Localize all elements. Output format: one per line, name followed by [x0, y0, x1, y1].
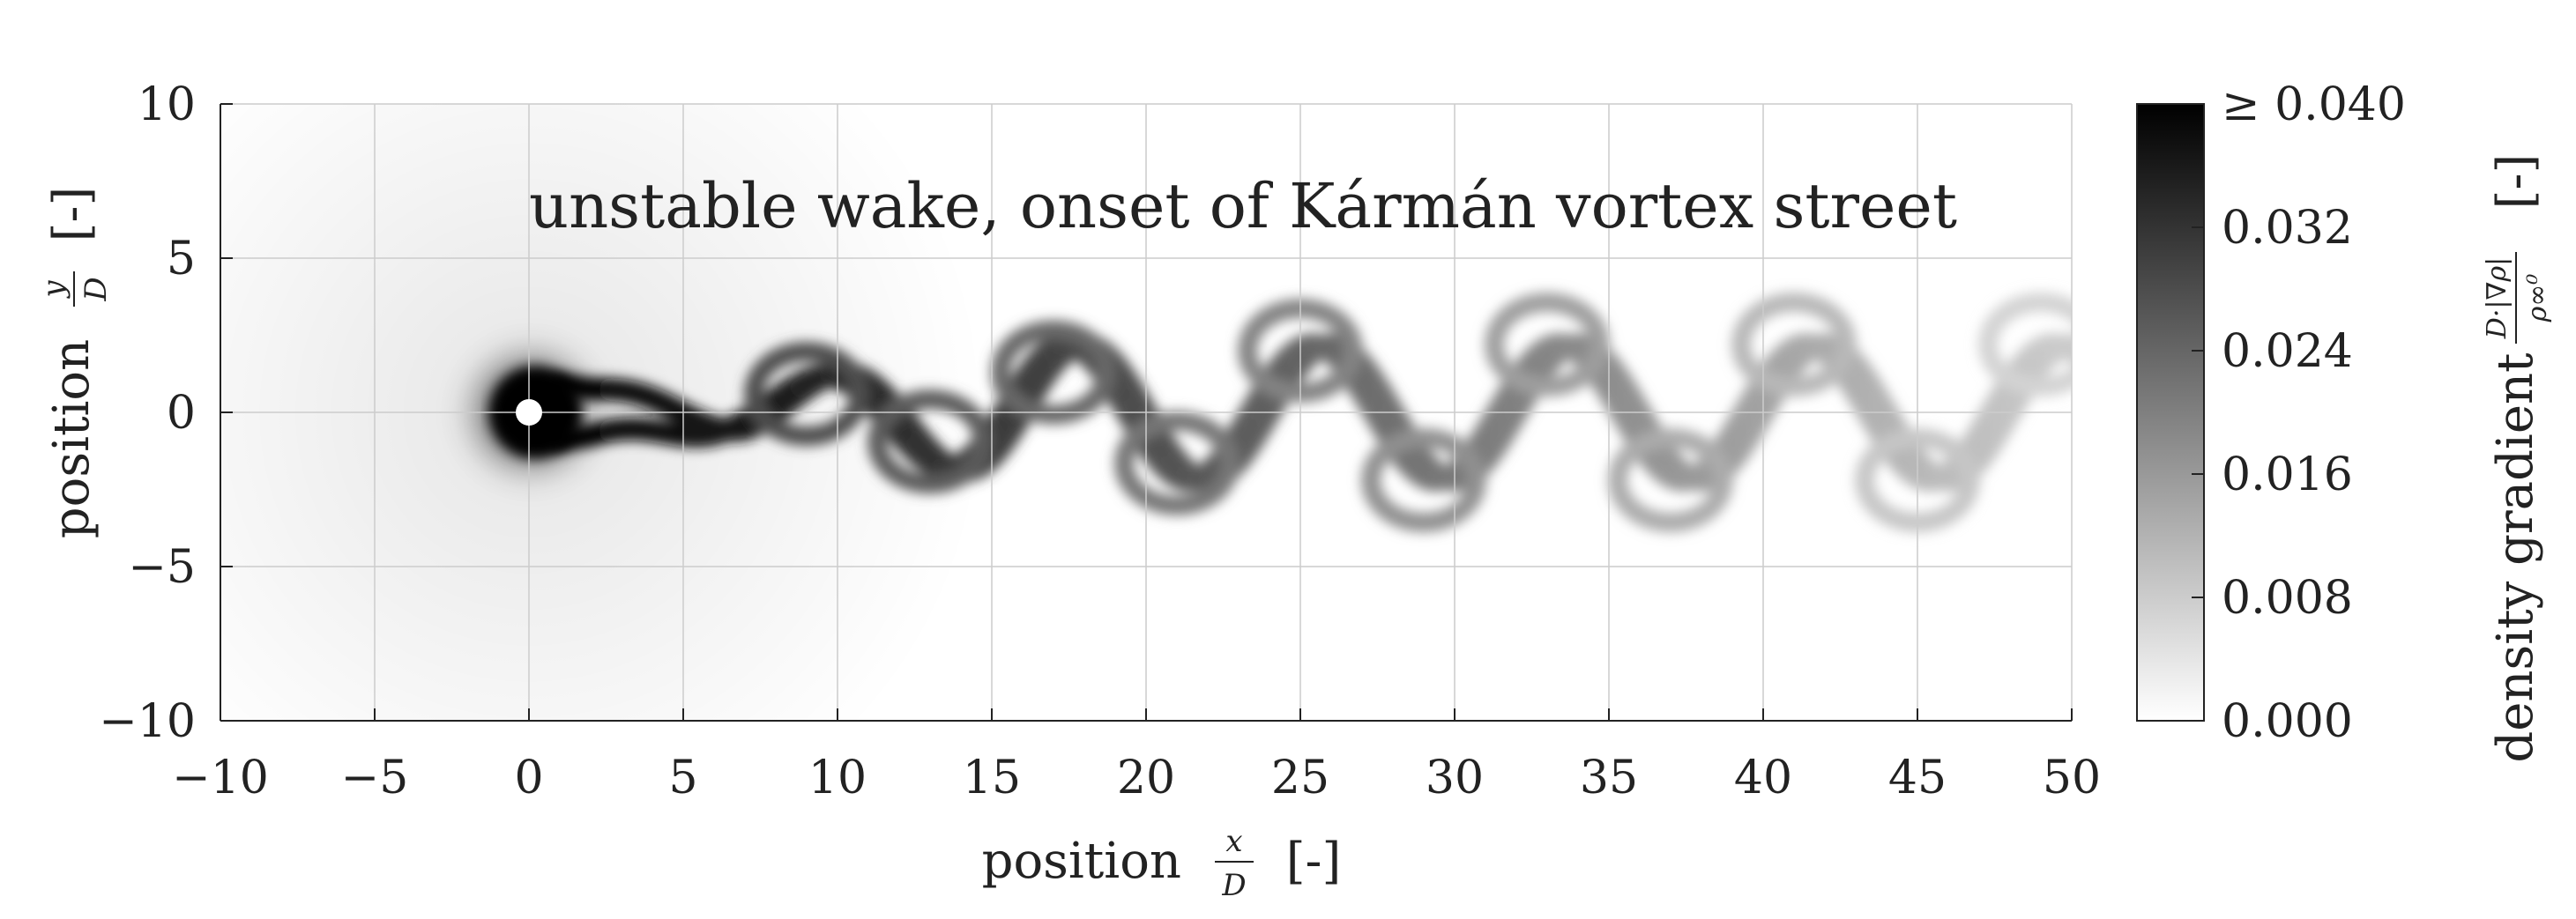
lower-shear-layer	[2053, 336, 2072, 364]
x-tick-label: 0	[514, 752, 543, 804]
x-tick-label: −5	[341, 752, 409, 804]
x-tick-label: 45	[1888, 752, 1947, 804]
colorbar-label: density gradient D·|∇ρ| ρ∞⁰ [-]	[2482, 154, 2553, 763]
x-tick-label: 40	[1734, 752, 1792, 804]
x-axis-label-text: position	[982, 833, 1181, 890]
y-tick-label: 5	[167, 233, 196, 285]
colorbar-label-unit: [-]	[2487, 154, 2544, 210]
y-tick-label: 10	[138, 78, 196, 131]
x-axis-label-unit: [-]	[1286, 833, 1342, 890]
colorbar-ticks: 0.000 0.008 0.016 0.024 0.032 ≥ 0.040	[2192, 78, 2406, 748]
vortex-street-wake	[548, 293, 2072, 532]
colorbar: 0.000 0.008 0.016 0.024 0.032 ≥ 0.040	[2136, 78, 2406, 748]
y-tick-label: 0	[167, 387, 196, 440]
x-tick-label: −10	[172, 752, 269, 804]
vortex-rollup	[1114, 411, 1240, 515]
vortex-rollup	[867, 389, 993, 494]
y-axis-label-text: position	[43, 339, 101, 538]
cylinder-body	[516, 399, 542, 426]
vortex-rollup	[744, 342, 869, 446]
x-tick-label: 5	[668, 752, 697, 804]
y-axis-label-den: D	[78, 277, 114, 301]
colorbar-formula-den: ρ∞⁰	[2522, 274, 2553, 323]
vortex-rollup	[991, 320, 1116, 425]
y-tick-label: −5	[128, 541, 196, 594]
colorbar-gradient	[2136, 103, 2205, 722]
y-tick-label: −10	[99, 695, 196, 748]
y-axis-label-num: y	[36, 280, 71, 300]
colorbar-tick-label: 0.032	[2222, 202, 2353, 255]
vortex-rollup	[1608, 428, 1733, 532]
vortex-rollup	[1731, 293, 1857, 397]
wake-annotation: unstable wake, onset of Kármán vortex st…	[529, 170, 1957, 242]
y-ticks: 10 5 0 −5 −10	[99, 78, 233, 748]
x-tick-label: 20	[1117, 752, 1175, 804]
colorbar-tick-label: ≥ 0.040	[2222, 78, 2406, 131]
vortex-rollup	[1978, 293, 2072, 397]
y-axis-label-unit: [-]	[43, 187, 101, 242]
x-axis-label-num: x	[1225, 824, 1242, 859]
colorbar-tick-label: 0.024	[2222, 325, 2353, 378]
x-tick-label: 25	[1271, 752, 1329, 804]
x-tick-label: 35	[1580, 752, 1638, 804]
colorbar-tick-label: 0.000	[2222, 695, 2353, 748]
x-axis-label-den: D	[1221, 868, 1246, 903]
colorbar-tick-label: 0.008	[2222, 572, 2353, 625]
colorbar-formula-num: D·|∇ρ|	[2482, 257, 2513, 339]
vortex-rollup	[1485, 293, 1610, 397]
colorbar-tick-label: 0.016	[2222, 448, 2353, 501]
colorbar-label-text: density gradient	[2487, 352, 2544, 763]
x-ticks: −10 −5 0 5 10 15 20 25 30 35 40 45 50	[172, 708, 2101, 804]
y-axis-label: position y D [-]	[36, 187, 114, 539]
x-tick-label: 30	[1426, 752, 1484, 804]
x-tick-label: 50	[2043, 752, 2101, 804]
x-axis-label: position x D [-]	[982, 824, 1342, 903]
x-tick-label: 10	[808, 752, 867, 804]
x-tick-label: 15	[963, 752, 1021, 804]
vortex-rollup	[1361, 428, 1486, 532]
